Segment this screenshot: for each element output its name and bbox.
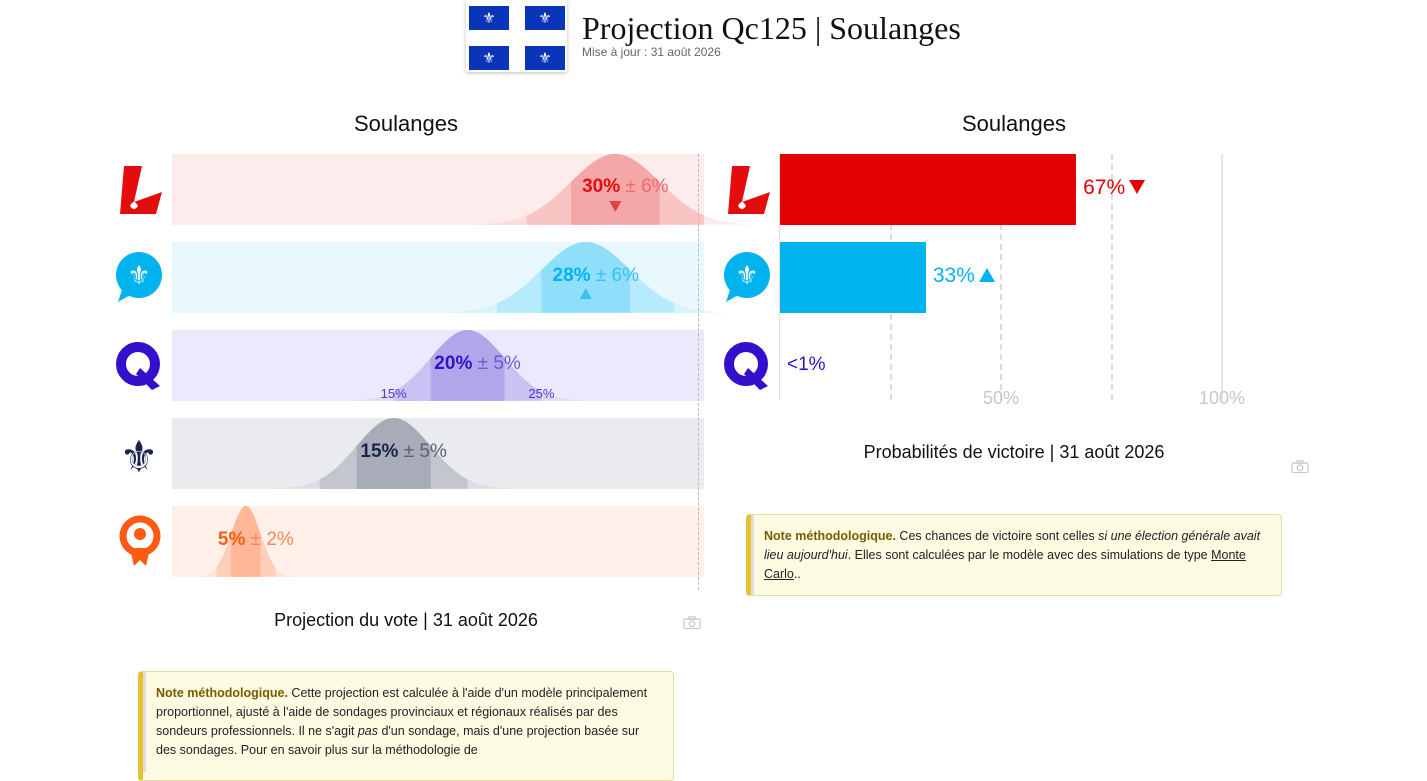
vote-row-pq: 28% ± 6% — [172, 242, 728, 313]
qs-logo-icon — [119, 515, 161, 566]
camera-icon[interactable] — [683, 616, 701, 629]
note-text: . Elles sont calculées par le modèle ave… — [847, 548, 1212, 562]
trend-up-icon — [579, 288, 592, 299]
note-text: Ces chances de victoire sont celles — [895, 529, 1099, 543]
updated-date: Mise à jour : 31 août 2026 — [582, 45, 721, 59]
vote-margin: ± 2% — [245, 529, 294, 550]
vote-distribution-pcq — [275, 418, 512, 489]
prob-value: 67% — [1083, 176, 1126, 199]
note-emphasis: si une élection générale avait lieu aujo… — [764, 529, 1261, 562]
pq-logo-icon: ⚜ — [724, 252, 770, 302]
vote-distribution-qs — [198, 506, 294, 577]
vote-value-label: 28% ± 6% — [553, 265, 639, 287]
quebec-flag-icon: ⚜ ⚜ ⚜ ⚜ — [466, 0, 567, 72]
vote-margin: ± 6% — [620, 176, 669, 197]
note-emphasis: pas — [357, 724, 378, 738]
trend-down-icon — [1129, 180, 1146, 194]
prob-axis-baseline — [779, 154, 780, 400]
prob-value-label: 33% — [933, 264, 996, 288]
prob-gridline — [1000, 154, 1002, 400]
pcq-logo-icon: ⚜ — [119, 432, 158, 483]
vote-distribution-pq — [443, 242, 728, 313]
vote-methodology-note: Note méthodologique. Cette projection es… — [138, 671, 674, 781]
vote-margin: ± 5% — [398, 441, 447, 462]
prob-bar-pq — [780, 242, 926, 313]
vote-panel-title: Soulanges — [354, 111, 458, 136]
prob-axis-label: 50% — [982, 388, 1020, 408]
svg-text:⚜: ⚜ — [127, 261, 150, 291]
fleur-de-lis-icon: ⚜ — [525, 6, 565, 30]
trend-down-icon — [609, 201, 622, 212]
prob-value: <1% — [787, 354, 826, 375]
interval-low-label: 15% — [380, 386, 407, 401]
caq-logo-icon — [724, 342, 768, 390]
prob-value-label: <1% — [787, 354, 826, 376]
note-text: Cette projection est calculée à l'aide d… — [156, 686, 648, 738]
vote-row-pcq: 15% ± 5% — [172, 418, 704, 489]
vote-distribution-plq — [473, 154, 758, 225]
vote-value: 28% — [552, 265, 591, 286]
caq-logo-icon — [116, 342, 160, 390]
plq-logo-icon — [728, 166, 770, 214]
prob-panel-title: Soulanges — [962, 111, 1066, 136]
vote-value-label: 30% ± 6% — [582, 176, 668, 198]
page-title: Projection Qc125 | Soulanges — [582, 10, 961, 46]
prob-value: 33% — [932, 264, 975, 287]
svg-text:⚜: ⚜ — [119, 432, 158, 483]
prob-methodology-note: Note méthodologique. Ces chances de vict… — [746, 514, 1282, 596]
trend-up-icon — [978, 268, 995, 282]
vote-value-label: 15% ± 5% — [360, 441, 446, 463]
vote-value-label: 5% ± 2% — [218, 529, 294, 551]
note-text: d'un sondage, mais d'une projection basé… — [156, 724, 640, 757]
prob-chart-caption: Probabilités de victoire | 31 août 2026 — [863, 442, 1165, 462]
interval-high-label: 25% — [528, 386, 555, 401]
note-text: .. — [793, 567, 801, 581]
prob-gridline — [1110, 154, 1113, 400]
vote-row-caq: 20% ± 5% 15% 25% — [172, 330, 704, 401]
vote-margin: ± 5% — [472, 353, 521, 374]
fleur-de-lis-icon: ⚜ — [469, 46, 509, 70]
vote-row-qs: 5% ± 2% — [172, 506, 704, 577]
note-label: Note méthodologique. — [764, 529, 896, 543]
vote-margin: ± 6% — [590, 265, 640, 286]
svg-text:⚜: ⚜ — [735, 261, 758, 291]
note-label: Note méthodologique. — [156, 686, 288, 700]
fleur-de-lis-icon: ⚜ — [525, 46, 565, 70]
reference-line — [698, 154, 699, 590]
vote-value-label: 20% ± 5% — [434, 353, 520, 375]
prob-gridline — [1221, 154, 1223, 400]
vote-distribution-caq — [349, 330, 586, 401]
prob-bar-plq — [780, 154, 1077, 225]
pq-logo-icon: ⚜ — [116, 252, 162, 302]
prob-axis-label: 100% — [1198, 388, 1246, 408]
vote-value: 15% — [360, 441, 399, 462]
fleur-de-lis-icon: ⚜ — [469, 6, 509, 30]
camera-icon[interactable] — [1291, 460, 1309, 473]
vote-value: 5% — [217, 529, 246, 550]
vote-chart-caption: Projection du vote | 31 août 2026 — [274, 610, 538, 630]
vote-value: 20% — [434, 353, 473, 374]
plq-logo-icon — [120, 166, 162, 214]
prob-value-label: 67% — [1083, 176, 1146, 200]
vote-row-plq: 30% ± 6% — [172, 154, 758, 225]
monte-carlo-link[interactable]: Monte Carlo — [764, 548, 1246, 581]
vote-value: 30% — [582, 176, 621, 197]
